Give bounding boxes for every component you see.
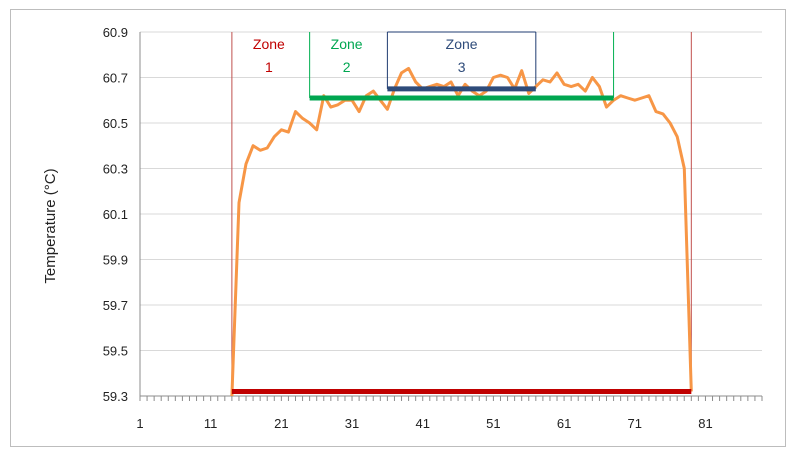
x-tick-label: 71 (628, 416, 642, 431)
y-tick-label: 60.5 (103, 116, 128, 131)
x-tick-label: 81 (698, 416, 712, 431)
x-tick-label: 61 (557, 416, 571, 431)
y-tick-label: 60.9 (103, 25, 128, 40)
zone-3-number: 3 (458, 59, 466, 75)
zone-bars (231, 86, 692, 394)
series-lines (230, 66, 693, 397)
zone-2-label: Zone (331, 36, 363, 52)
x-tick-label: 11 (204, 416, 218, 431)
zone-1-number: 1 (265, 59, 273, 75)
y-tick-label: 60.3 (103, 162, 128, 177)
zone-3-label: Zone (446, 36, 478, 52)
gridlines (140, 31, 762, 351)
temperature-series-line (230, 66, 693, 397)
y-tick-label: 59.5 (103, 344, 128, 359)
zone-2-number: 2 (343, 59, 351, 75)
x-tick-label: 41 (415, 416, 429, 431)
y-tick-label: 59.7 (103, 298, 128, 313)
y-axis-label: Temperature (°C) (42, 168, 59, 283)
zone-labels: Zone 1 Zone 2 Zone 3 (253, 36, 478, 75)
y-tick-labels: 59.3 59.5 59.7 59.9 60.1 60.3 60.5 60.7 60.9 (103, 25, 128, 404)
x-tick-label: 21 (274, 416, 288, 431)
y-tick-label: 60.1 (103, 207, 128, 222)
zone-1-label: Zone (253, 36, 285, 52)
y-tick-label: 59.9 (103, 253, 128, 268)
y-tick-label: 60.7 (103, 71, 128, 86)
x-tick-label: 31 (345, 416, 359, 431)
x-tick-labels: 1 11 21 31 41 51 61 71 81 (136, 416, 712, 431)
axes (139, 32, 763, 401)
x-tick-label: 51 (486, 416, 500, 431)
y-tick-label: 59.3 (103, 389, 128, 404)
x-tick-label: 1 (136, 416, 143, 431)
zone-brackets (231, 31, 692, 392)
